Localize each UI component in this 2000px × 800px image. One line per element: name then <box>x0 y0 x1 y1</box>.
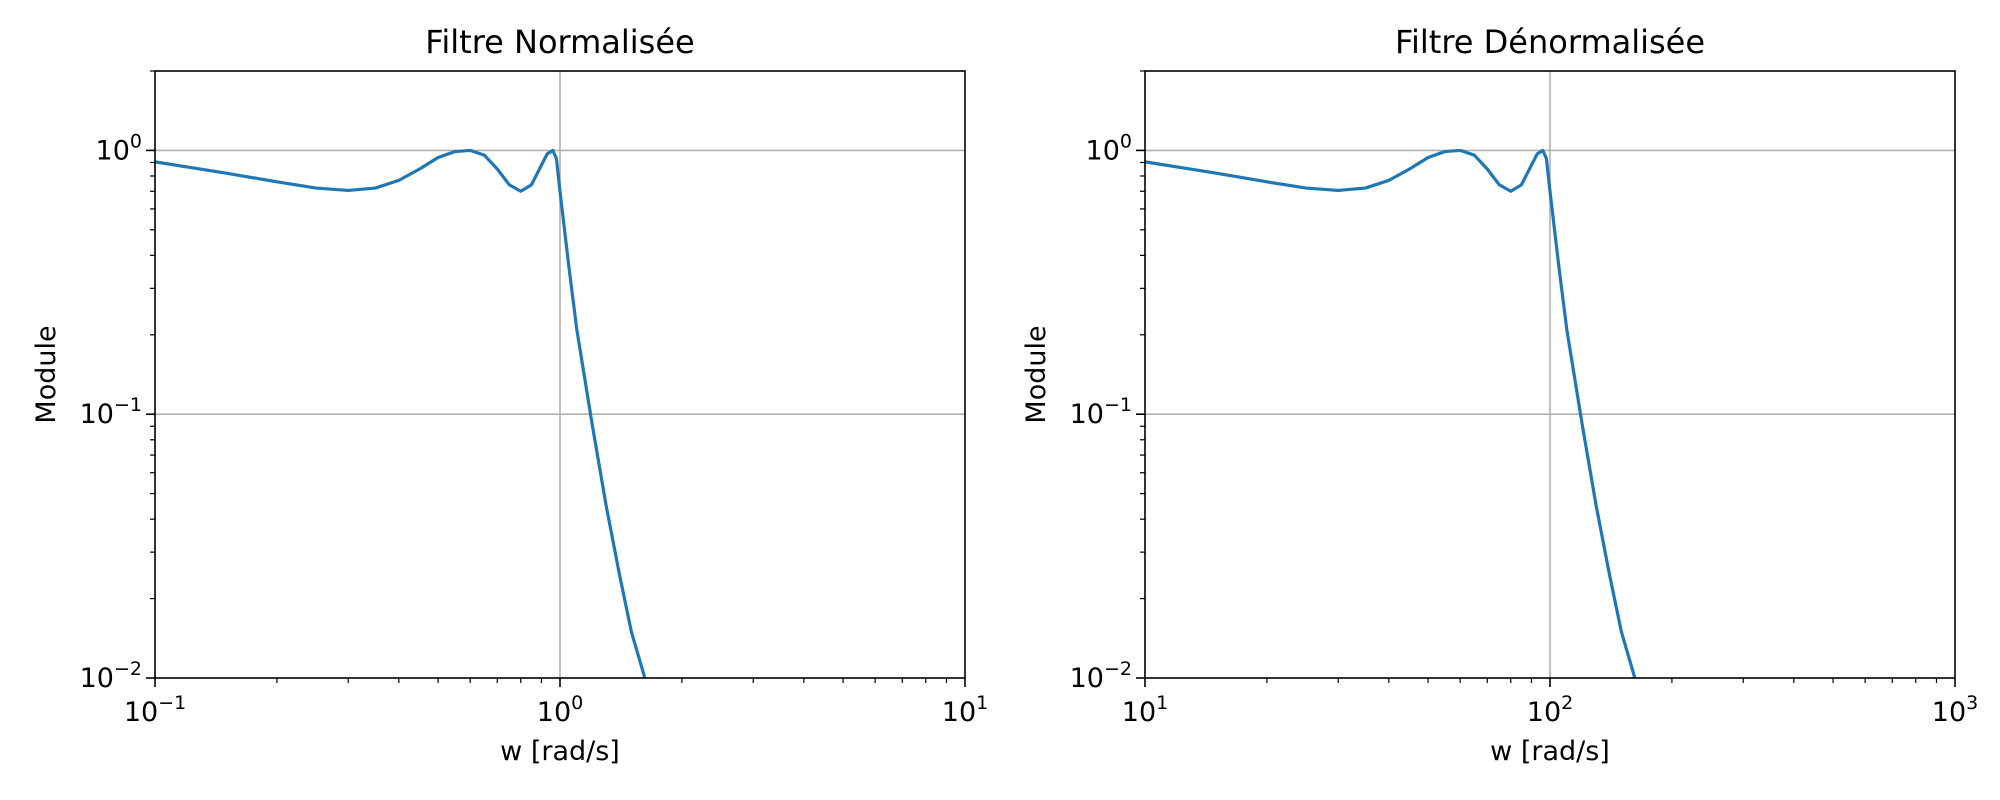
axes-frame <box>154 70 966 679</box>
axes-frame <box>1144 70 1956 679</box>
chart-title: Filtre Dénormalisée <box>1395 23 1705 61</box>
y-tick-label: 100 <box>96 130 142 166</box>
y-tick-label: 100 <box>1086 130 1132 166</box>
y-tick-label: 10−2 <box>80 658 142 694</box>
x-tick-label: 103 <box>1932 692 1978 728</box>
y-tick-label: 10−2 <box>1070 658 1132 694</box>
x-tick-label: 10−1 <box>124 692 186 728</box>
chart-panel-denormalized: 101 102 103 10−2 10−1 100 Filtre Dénormalisée w… <box>1021 23 1978 767</box>
x-axis-label: w [rad/s] <box>500 736 620 767</box>
y-tick-label: 10−1 <box>80 394 142 430</box>
y-axis-label: Module <box>1021 325 1052 423</box>
series-line <box>155 148 647 678</box>
x-axis-label: w [rad/s] <box>1490 736 1610 767</box>
series-line <box>1145 148 1637 678</box>
x-tick-label: 101 <box>942 692 988 728</box>
x-tick-label: 102 <box>1527 692 1573 728</box>
x-tick-label: 101 <box>1122 692 1168 728</box>
chart-title: Filtre Normalisée <box>425 23 694 61</box>
y-axis-label: Module <box>31 325 62 423</box>
y-tick-label: 10−1 <box>1070 394 1132 430</box>
x-tick-label: 100 <box>537 692 583 728</box>
